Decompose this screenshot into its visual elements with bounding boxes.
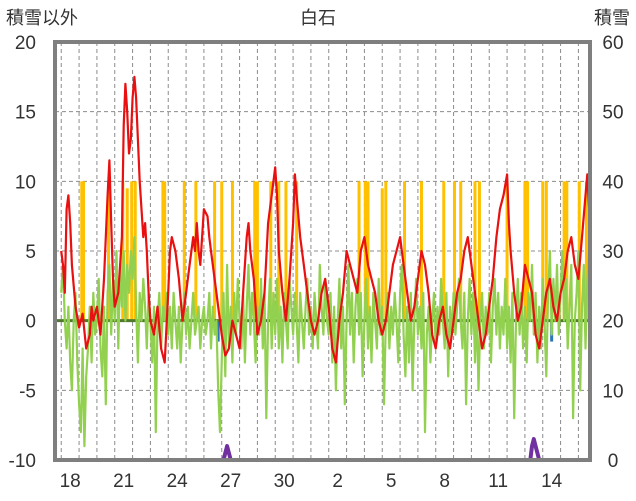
right-axis-label: 積雪 [594, 8, 630, 29]
y-left-tick-label: 10 [15, 172, 36, 193]
sunshine_bars-bar [366, 181, 370, 321]
sunshine_bars-bar [182, 181, 186, 321]
sunshine_bars-bar [253, 181, 257, 321]
sunshine_bars-bar [526, 181, 530, 321]
y-right-tick-label: 20 [602, 312, 623, 333]
x-tick-label: 11 [488, 471, 508, 492]
plot-frame [53, 40, 592, 462]
sunshine_bars-bar [562, 181, 566, 321]
y-left-tick-label: 20 [15, 33, 36, 54]
y-left-tick-label: 0 [25, 312, 36, 333]
y-right-tick-label: 30 [602, 242, 623, 263]
y-left-tick-label: -5 [19, 381, 36, 402]
sunshine_bars-bar [213, 181, 217, 321]
sunshine_bars-bar [403, 181, 407, 321]
x-tick-label: 21 [113, 471, 134, 492]
sunshine_bars-bar [459, 181, 463, 321]
y-left-tick-label: -10 [9, 451, 36, 472]
sunshine_bars-bar [541, 181, 545, 321]
x-tick-label: 5 [386, 471, 397, 492]
sunshine_bars-bar [380, 188, 384, 321]
sunshine_bars-bar [284, 181, 288, 321]
sunshine_bars-bar [452, 181, 456, 321]
sunshine_bars-bar [442, 181, 446, 321]
sunshine_bars-bar [269, 181, 273, 321]
x-tick-label: 8 [439, 471, 450, 492]
sunshine_bars-bar [357, 181, 361, 321]
y-right-tick-label: 10 [602, 381, 623, 402]
y-left-tick-label: 15 [15, 103, 36, 124]
y-right-tick-label: 60 [602, 33, 623, 54]
sunshine_bars-bar [80, 181, 84, 321]
x-tick-label: 27 [220, 471, 241, 492]
sunshine_bars-bar [473, 181, 477, 321]
sunshine_bars-bar [295, 181, 299, 321]
chart-title: 白石 [300, 8, 336, 29]
sunshine_bars-bar [544, 181, 548, 321]
sunshine_bars-bar [82, 181, 86, 321]
sunshine_bars-bar [220, 181, 224, 321]
sunshine_bars-bar [163, 181, 167, 321]
line-series [60, 75, 592, 462]
sunshine_bars-bar [505, 181, 509, 321]
x-tick-label: 14 [541, 471, 563, 492]
snow_depth-line [61, 437, 591, 462]
x-tick-label: 2 [332, 471, 343, 492]
sunshine_bars-bar [477, 181, 481, 321]
x-tick-label: 30 [274, 471, 295, 492]
temperature-line [60, 75, 592, 364]
x-tick-label: 24 [167, 471, 189, 492]
left-axis-label: 積雪以外 [6, 8, 78, 29]
sunshine_bars-bar [255, 181, 259, 321]
grid-lines [55, 42, 590, 460]
sunshine_bars-bar [125, 188, 129, 321]
y-right-tick-label: 50 [602, 103, 623, 124]
sunshine_bars-bar [161, 181, 165, 321]
x-tick-label: 18 [60, 471, 81, 492]
y-left-tick-label: 5 [25, 242, 36, 263]
y-right-tick-label: 40 [602, 172, 623, 193]
sunshine_bars-bar [523, 181, 527, 321]
sunshine_bars-bar [230, 181, 234, 321]
sunshine_bars-bar [107, 181, 110, 321]
precipitation_bars-bar [216, 320, 220, 342]
y-right-tick-label: 0 [608, 451, 619, 472]
sunshine_bars-bar [584, 181, 588, 321]
sunshine_bars-bar [384, 181, 388, 321]
